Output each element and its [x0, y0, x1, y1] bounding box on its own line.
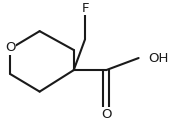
- Text: OH: OH: [148, 51, 169, 65]
- Text: O: O: [5, 41, 15, 55]
- Text: O: O: [101, 108, 111, 121]
- Text: F: F: [81, 2, 89, 15]
